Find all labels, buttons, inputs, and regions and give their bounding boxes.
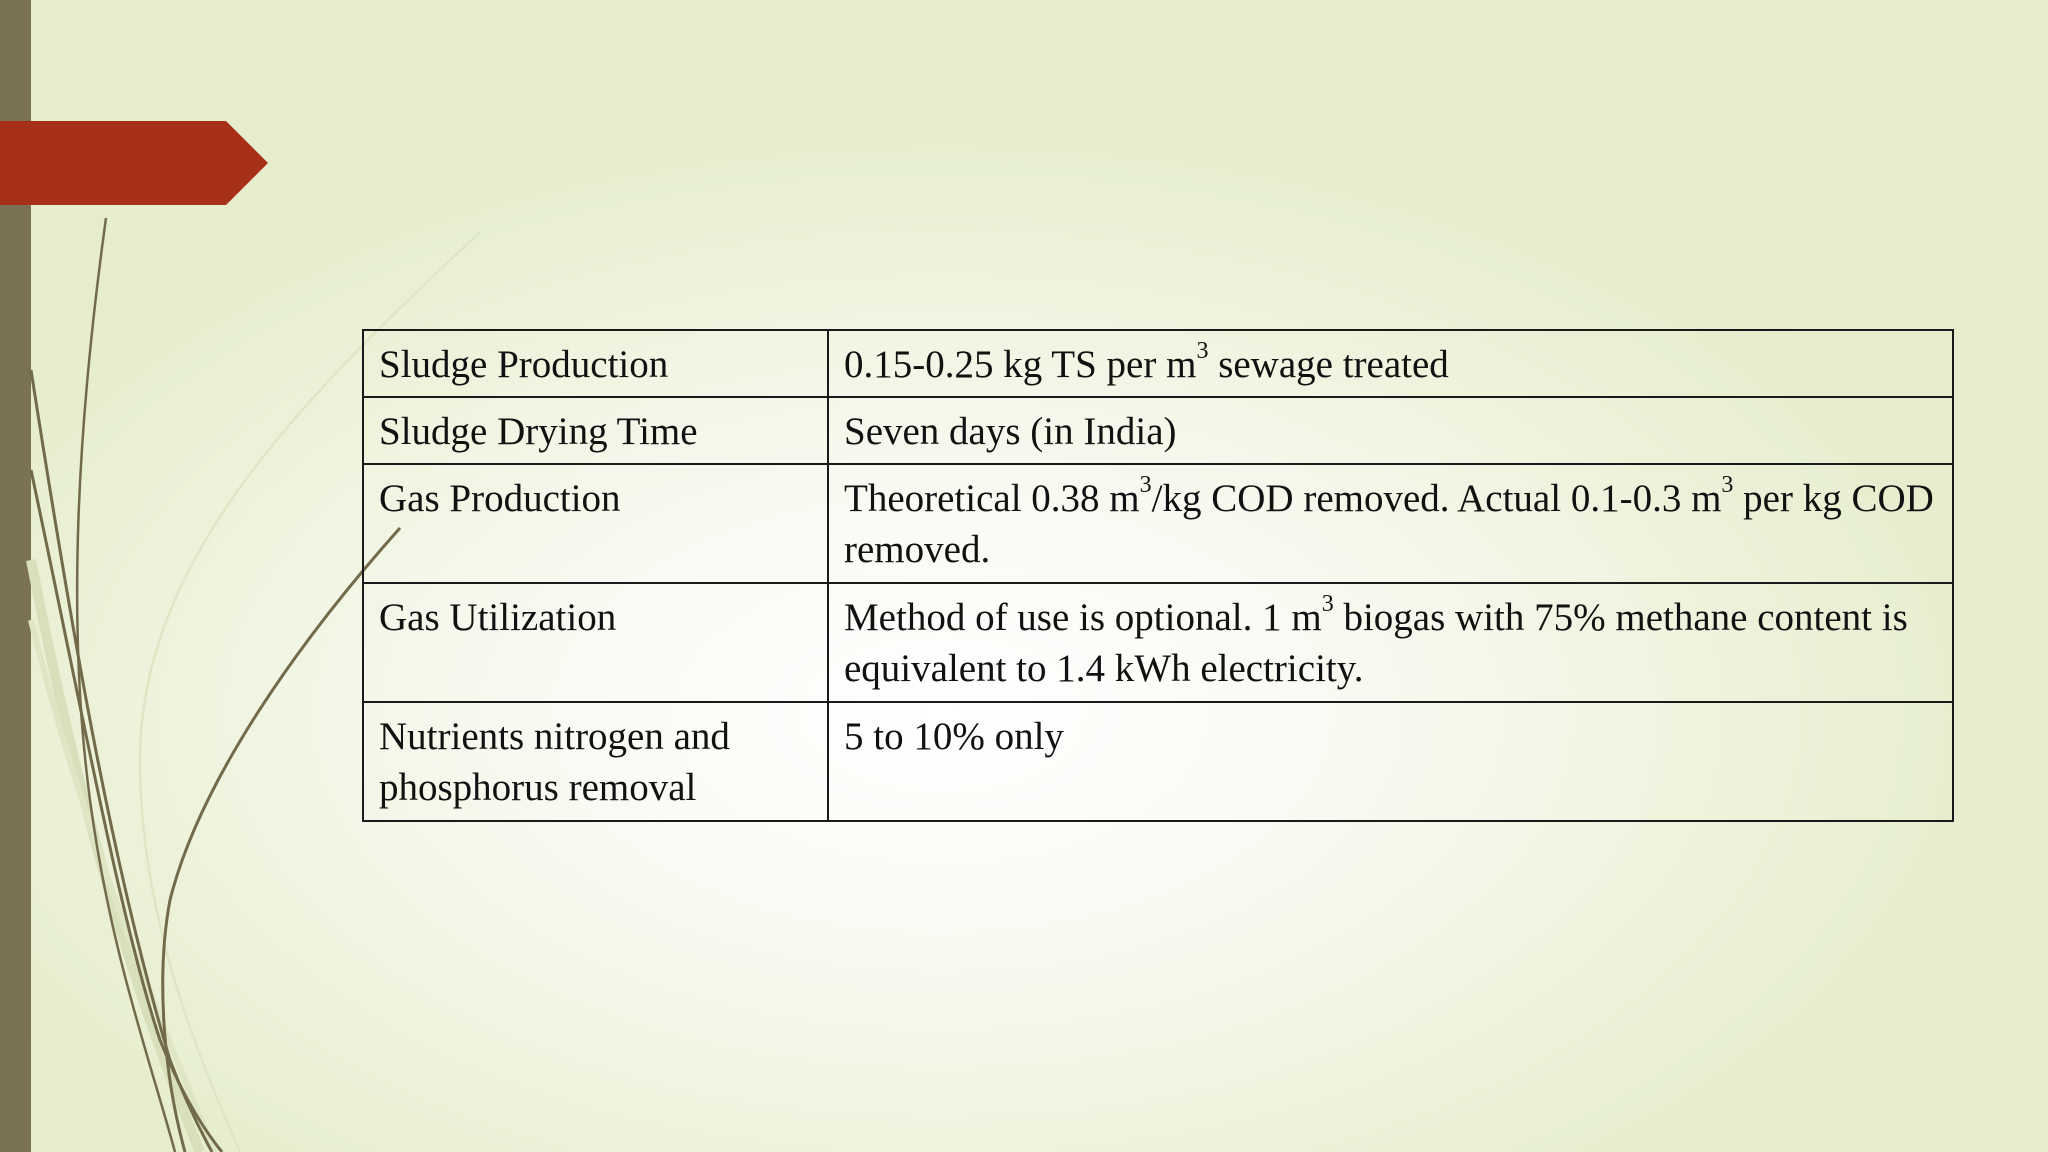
curve xyxy=(29,469,224,1152)
value-cell: Theoretical 0.38 m3/kg COD removed. Actu… xyxy=(827,463,1954,584)
table-row: Gas Utilization Method of use is optiona… xyxy=(362,582,1954,703)
faint-curve xyxy=(26,559,205,1152)
parameter-table: Sludge Production 0.15-0.25 kg TS per m3… xyxy=(362,329,1954,822)
value-text: Theoretical 0.38 m xyxy=(844,477,1140,520)
value-text: sewage treated xyxy=(1208,343,1449,386)
parameter-cell: Gas Utilization xyxy=(362,582,829,703)
parameter-cell: Gas Production xyxy=(362,463,829,584)
accent-arrow-tab xyxy=(0,121,268,205)
parameter-cell: Sludge Production xyxy=(362,329,829,398)
value-cell: Method of use is optional. 1 m3 biogas w… xyxy=(827,582,1954,703)
superscript: 3 xyxy=(1321,591,1334,617)
table-row: Sludge Production 0.15-0.25 kg TS per m3… xyxy=(362,329,1954,398)
value-text: 0.15-0.25 kg TS per m xyxy=(844,343,1197,386)
table-row: Sludge Drying Time Seven days (in India) xyxy=(362,396,1954,465)
superscript: 3 xyxy=(1721,472,1734,498)
info-table-container: Sludge Production 0.15-0.25 kg TS per m3… xyxy=(362,329,1954,822)
curve xyxy=(161,527,402,1152)
parameter-cell: Nutrients nitrogen and phosphorus remova… xyxy=(362,701,829,822)
superscript: 3 xyxy=(1196,338,1209,364)
faint-curve xyxy=(28,619,218,1152)
curve xyxy=(75,217,177,1152)
value-text: /kg COD removed. Actual 0.1-0.3 m xyxy=(1151,477,1722,520)
value-text: Method of use is optional. 1 m xyxy=(844,596,1322,639)
parameter-cell: Sludge Drying Time xyxy=(362,396,829,465)
value-text: biogas with 75% methane content is equiv… xyxy=(844,596,1908,690)
value-cell: 5 to 10% only xyxy=(827,701,1954,822)
value-text: per kg COD removed. xyxy=(844,477,1934,571)
faint-curve xyxy=(138,231,481,1152)
table-row: Gas Production Theoretical 0.38 m3/kg CO… xyxy=(362,463,1954,584)
value-cell: Seven days (in India) xyxy=(827,396,1954,465)
table-row: Nutrients nitrogen and phosphorus remova… xyxy=(362,701,1954,822)
curve xyxy=(29,369,214,1152)
value-cell: 0.15-0.25 kg TS per m3 sewage treated xyxy=(827,329,1954,398)
superscript: 3 xyxy=(1139,472,1152,498)
